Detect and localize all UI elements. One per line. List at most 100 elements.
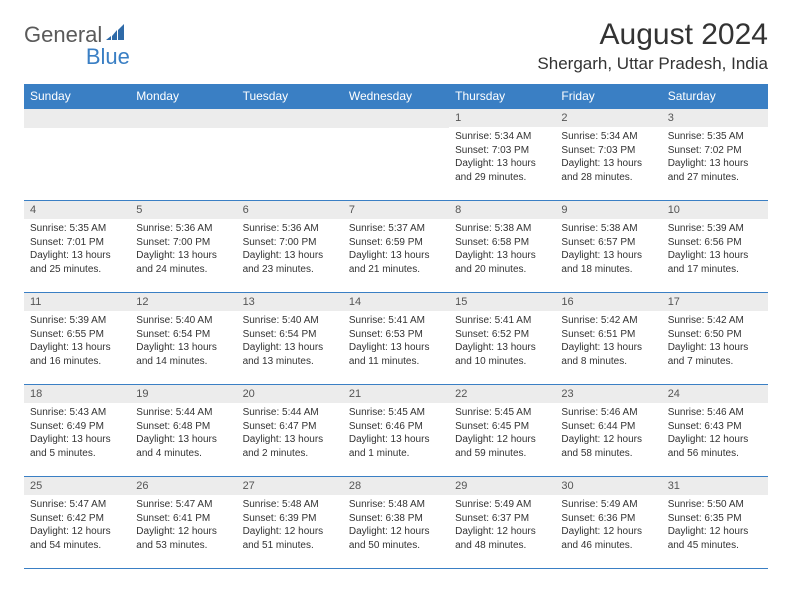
week-row: 4Sunrise: 5:35 AMSunset: 7:01 PMDaylight… (24, 201, 768, 293)
sunrise-text: Sunrise: 5:37 AM (349, 222, 443, 236)
day-cell: 10Sunrise: 5:39 AMSunset: 6:56 PMDayligh… (662, 201, 768, 293)
daylight-text: Daylight: 13 hours and 16 minutes. (30, 341, 124, 368)
sunset-text: Sunset: 6:51 PM (561, 328, 655, 342)
day-info: Sunrise: 5:40 AMSunset: 6:54 PMDaylight:… (237, 311, 343, 371)
page-header: General August 2024 Shergarh, Uttar Prad… (24, 18, 768, 74)
day-info: Sunrise: 5:46 AMSunset: 6:44 PMDaylight:… (555, 403, 661, 463)
day-header-sunday: Sunday (24, 84, 130, 109)
sunset-text: Sunset: 6:48 PM (136, 420, 230, 434)
sunset-text: Sunset: 6:54 PM (243, 328, 337, 342)
day-number: 29 (449, 477, 555, 495)
day-cell: 25Sunrise: 5:47 AMSunset: 6:42 PMDayligh… (24, 477, 130, 569)
sunrise-text: Sunrise: 5:36 AM (136, 222, 230, 236)
day-number: 28 (343, 477, 449, 495)
daylight-text: Daylight: 12 hours and 51 minutes. (243, 525, 337, 552)
daylight-text: Daylight: 13 hours and 13 minutes. (243, 341, 337, 368)
day-info: Sunrise: 5:38 AMSunset: 6:58 PMDaylight:… (449, 219, 555, 279)
day-cell: 9Sunrise: 5:38 AMSunset: 6:57 PMDaylight… (555, 201, 661, 293)
day-number: 15 (449, 293, 555, 311)
empty-day (237, 109, 343, 128)
month-title: August 2024 (537, 18, 768, 52)
daylight-text: Daylight: 13 hours and 17 minutes. (668, 249, 762, 276)
daylight-text: Daylight: 13 hours and 8 minutes. (561, 341, 655, 368)
day-number: 18 (24, 385, 130, 403)
day-cell: 12Sunrise: 5:40 AMSunset: 6:54 PMDayligh… (130, 293, 236, 385)
day-header-wednesday: Wednesday (343, 84, 449, 109)
day-cell: 6Sunrise: 5:36 AMSunset: 7:00 PMDaylight… (237, 201, 343, 293)
day-header-row: Sunday Monday Tuesday Wednesday Thursday… (24, 84, 768, 109)
day-number: 22 (449, 385, 555, 403)
day-info: Sunrise: 5:38 AMSunset: 6:57 PMDaylight:… (555, 219, 661, 279)
day-cell: 22Sunrise: 5:45 AMSunset: 6:45 PMDayligh… (449, 385, 555, 477)
sunset-text: Sunset: 7:03 PM (455, 144, 549, 158)
day-info: Sunrise: 5:48 AMSunset: 6:39 PMDaylight:… (237, 495, 343, 555)
daylight-text: Daylight: 13 hours and 29 minutes. (455, 157, 549, 184)
day-number: 21 (343, 385, 449, 403)
sunset-text: Sunset: 7:01 PM (30, 236, 124, 250)
sunset-text: Sunset: 6:58 PM (455, 236, 549, 250)
daylight-text: Daylight: 12 hours and 46 minutes. (561, 525, 655, 552)
day-info: Sunrise: 5:47 AMSunset: 6:41 PMDaylight:… (130, 495, 236, 555)
day-info: Sunrise: 5:36 AMSunset: 7:00 PMDaylight:… (237, 219, 343, 279)
calendar-page: General August 2024 Shergarh, Uttar Prad… (0, 0, 792, 587)
day-number: 10 (662, 201, 768, 219)
daylight-text: Daylight: 12 hours and 54 minutes. (30, 525, 124, 552)
daylight-text: Daylight: 13 hours and 5 minutes. (30, 433, 124, 460)
day-number: 14 (343, 293, 449, 311)
day-info: Sunrise: 5:49 AMSunset: 6:36 PMDaylight:… (555, 495, 661, 555)
day-cell: 21Sunrise: 5:45 AMSunset: 6:46 PMDayligh… (343, 385, 449, 477)
day-info: Sunrise: 5:35 AMSunset: 7:02 PMDaylight:… (662, 127, 768, 187)
day-number: 25 (24, 477, 130, 495)
day-number: 9 (555, 201, 661, 219)
day-number: 3 (662, 109, 768, 127)
sunrise-text: Sunrise: 5:34 AM (561, 130, 655, 144)
daylight-text: Daylight: 13 hours and 10 minutes. (455, 341, 549, 368)
day-cell: 18Sunrise: 5:43 AMSunset: 6:49 PMDayligh… (24, 385, 130, 477)
sunrise-text: Sunrise: 5:35 AM (668, 130, 762, 144)
day-number: 2 (555, 109, 661, 127)
day-info: Sunrise: 5:50 AMSunset: 6:35 PMDaylight:… (662, 495, 768, 555)
sunrise-text: Sunrise: 5:47 AM (30, 498, 124, 512)
logo-text-blue: Blue (86, 44, 130, 70)
day-info: Sunrise: 5:34 AMSunset: 7:03 PMDaylight:… (449, 127, 555, 187)
sunset-text: Sunset: 6:36 PM (561, 512, 655, 526)
week-row: 1Sunrise: 5:34 AMSunset: 7:03 PMDaylight… (24, 109, 768, 201)
day-number: 24 (662, 385, 768, 403)
daylight-text: Daylight: 12 hours and 56 minutes. (668, 433, 762, 460)
week-row: 25Sunrise: 5:47 AMSunset: 6:42 PMDayligh… (24, 477, 768, 569)
day-info: Sunrise: 5:46 AMSunset: 6:43 PMDaylight:… (662, 403, 768, 463)
day-info: Sunrise: 5:45 AMSunset: 6:45 PMDaylight:… (449, 403, 555, 463)
day-cell: 2Sunrise: 5:34 AMSunset: 7:03 PMDaylight… (555, 109, 661, 201)
daylight-text: Daylight: 12 hours and 53 minutes. (136, 525, 230, 552)
daylight-text: Daylight: 13 hours and 2 minutes. (243, 433, 337, 460)
sunrise-text: Sunrise: 5:43 AM (30, 406, 124, 420)
empty-day (343, 109, 449, 128)
day-cell: 19Sunrise: 5:44 AMSunset: 6:48 PMDayligh… (130, 385, 236, 477)
day-cell: 27Sunrise: 5:48 AMSunset: 6:39 PMDayligh… (237, 477, 343, 569)
sunrise-text: Sunrise: 5:40 AM (243, 314, 337, 328)
day-cell: 20Sunrise: 5:44 AMSunset: 6:47 PMDayligh… (237, 385, 343, 477)
day-number: 12 (130, 293, 236, 311)
sunset-text: Sunset: 6:45 PM (455, 420, 549, 434)
title-block: August 2024 Shergarh, Uttar Pradesh, Ind… (537, 18, 768, 74)
day-cell (343, 109, 449, 201)
day-number: 13 (237, 293, 343, 311)
day-cell: 23Sunrise: 5:46 AMSunset: 6:44 PMDayligh… (555, 385, 661, 477)
day-info: Sunrise: 5:42 AMSunset: 6:51 PMDaylight:… (555, 311, 661, 371)
day-info: Sunrise: 5:42 AMSunset: 6:50 PMDaylight:… (662, 311, 768, 371)
day-info: Sunrise: 5:49 AMSunset: 6:37 PMDaylight:… (449, 495, 555, 555)
sunrise-text: Sunrise: 5:46 AM (561, 406, 655, 420)
day-number: 26 (130, 477, 236, 495)
daylight-text: Daylight: 13 hours and 4 minutes. (136, 433, 230, 460)
daylight-text: Daylight: 13 hours and 18 minutes. (561, 249, 655, 276)
day-cell: 13Sunrise: 5:40 AMSunset: 6:54 PMDayligh… (237, 293, 343, 385)
empty-day (24, 109, 130, 128)
day-info: Sunrise: 5:34 AMSunset: 7:03 PMDaylight:… (555, 127, 661, 187)
daylight-text: Daylight: 12 hours and 45 minutes. (668, 525, 762, 552)
sunrise-text: Sunrise: 5:41 AM (455, 314, 549, 328)
daylight-text: Daylight: 13 hours and 11 minutes. (349, 341, 443, 368)
day-number: 6 (237, 201, 343, 219)
sunrise-text: Sunrise: 5:44 AM (136, 406, 230, 420)
day-cell: 29Sunrise: 5:49 AMSunset: 6:37 PMDayligh… (449, 477, 555, 569)
sunset-text: Sunset: 6:50 PM (668, 328, 762, 342)
